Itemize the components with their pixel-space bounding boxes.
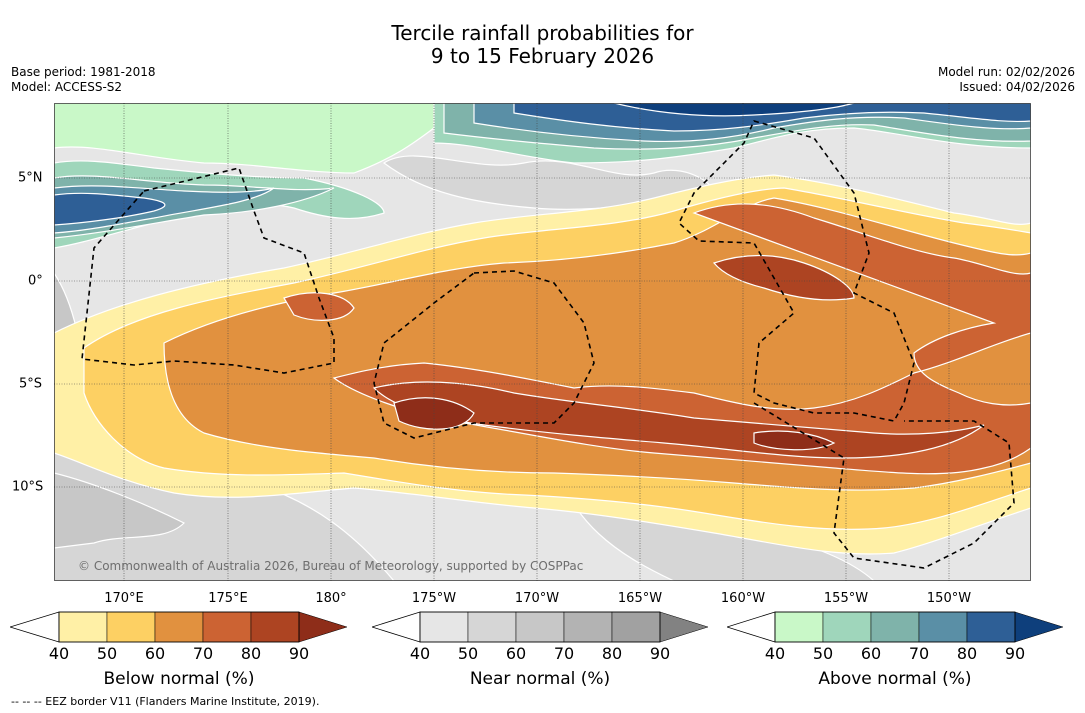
above-normal-90: [613, 103, 855, 117]
cb-below-tick: 70: [192, 644, 214, 663]
cb-above-50: [822, 611, 872, 643]
cb-near-tick: 40: [409, 644, 431, 663]
colorbar-below: [10, 611, 348, 643]
cb-below-under: [10, 611, 60, 643]
eez-kiribati-line-south: [753, 402, 1015, 569]
eez-footnote: -- -- -- EEZ border V11 (Flanders Marine…: [11, 695, 320, 708]
cb-near-tick: 60: [505, 644, 527, 663]
cb-near-under: [372, 611, 421, 643]
title-line-1: Tercile rainfall probabilities for: [391, 21, 694, 45]
cb-below-40: [58, 611, 108, 643]
y-tick-label: 0°: [28, 273, 43, 289]
x-tick-label: 170°W: [514, 591, 560, 606]
cb-near-50: [467, 611, 517, 643]
cb-above-70: [918, 611, 968, 643]
cb-below-tick: 60: [144, 644, 166, 663]
cb-below-80: [250, 611, 300, 643]
graticule: [54, 103, 1031, 581]
cb-above-tick: 50: [812, 644, 834, 663]
cb-near-80: [611, 611, 661, 643]
cb-below-50: [106, 611, 156, 643]
cb-above-tick: 80: [956, 644, 978, 663]
cb-above-frame: [774, 611, 1016, 643]
cb-below-60: [154, 611, 204, 643]
above-normal-80: [54, 103, 1031, 226]
cb-near-tick: 70: [553, 644, 575, 663]
cb-above-60: [870, 611, 920, 643]
x-tick-label: 170°E: [104, 591, 144, 606]
x-tick-label: 160°W: [720, 591, 766, 606]
y-tick-label: 5°S: [19, 376, 43, 392]
cb-near-60: [515, 611, 565, 643]
cb-near-tick: 50: [457, 644, 479, 663]
eez-kiribati-phoenix: [373, 270, 595, 439]
cb-above-90: [1014, 611, 1064, 643]
cb-near-70: [563, 611, 613, 643]
cb-below-tick: 50: [96, 644, 118, 663]
cb-near-40: [419, 611, 469, 643]
issued-date: Issued: 04/02/2026: [959, 80, 1075, 94]
colorbar-below-title: Below normal (%): [103, 669, 255, 689]
above-normal-70: [54, 103, 1031, 234]
title-line-2: 9 to 15 February 2026: [430, 44, 655, 68]
cb-near-frame: [419, 611, 661, 643]
map-title: Tercile rainfall probabilities for 9 to …: [0, 22, 1085, 68]
y-tick-label: 5°N: [18, 170, 43, 186]
colorbar-near: [372, 611, 709, 643]
y-tick-label: 10°S: [12, 479, 44, 495]
x-tick-label: 155°W: [823, 591, 869, 606]
cb-below-tick: 40: [48, 644, 70, 663]
cb-near-tick: 80: [601, 644, 623, 663]
model-run: Model run: 02/02/2026: [937, 65, 1075, 79]
x-tick-label: 175°W: [411, 591, 457, 606]
cb-above-80: [966, 611, 1016, 643]
meta-right: Model run: 02/02/2026 Issued: 04/02/2026: [938, 65, 1075, 95]
colorbar-above: [727, 611, 1064, 643]
x-tick-label: 150°W: [926, 591, 972, 606]
x-tick-label: 165°W: [617, 591, 663, 606]
below-normal-90: [393, 397, 836, 451]
cb-above-under: [727, 611, 776, 643]
cb-above-40: [774, 611, 824, 643]
cb-below-frame: [58, 611, 300, 643]
cb-below-tick: 90: [288, 644, 310, 663]
x-tick-label: 175°E: [208, 591, 248, 606]
cb-above-tick: 40: [764, 644, 786, 663]
cb-near-90: [659, 611, 709, 643]
colorbar-near-title: Near normal (%): [469, 669, 611, 689]
below-normal-80: [372, 254, 985, 459]
cb-near-tick: 90: [649, 644, 671, 663]
cb-above-tick: 90: [1004, 644, 1026, 663]
eez-borders: [81, 120, 1015, 569]
cb-below-90: [298, 611, 348, 643]
colorbar-above-title: Above normal (%): [818, 669, 972, 689]
x-tick-label: 180°: [315, 591, 347, 606]
map-frame: [54, 103, 1031, 581]
meta-left: Base period: 1981-2018 Model: ACCESS-S2: [11, 65, 156, 95]
copyright-notice: © Commonwealth of Australia 2026, Bureau…: [78, 559, 584, 573]
cb-below-70: [202, 611, 252, 643]
base-period: Base period: 1981-2018: [11, 65, 156, 79]
cb-below-tick: 80: [240, 644, 262, 663]
cb-above-tick: 70: [908, 644, 930, 663]
model-name: Model: ACCESS-S2: [11, 80, 123, 94]
cb-above-tick: 60: [860, 644, 882, 663]
probability-map: [54, 103, 1031, 581]
